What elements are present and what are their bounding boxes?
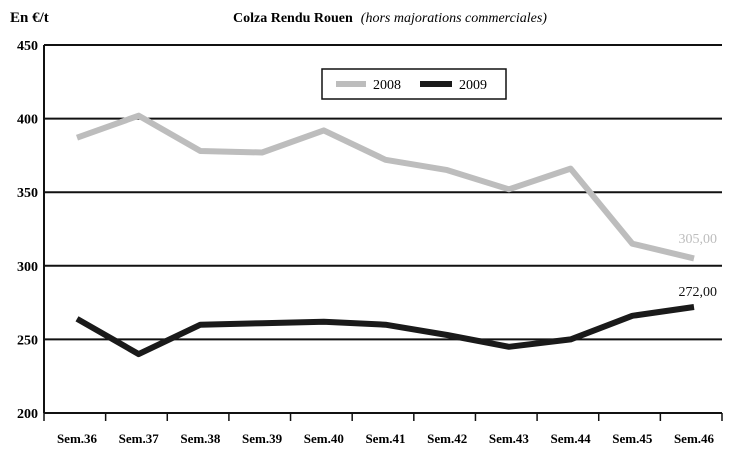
y-tick-label: 400 <box>17 113 38 128</box>
y-axis-ticks: 200 250 300 350 400 450 <box>17 39 38 422</box>
y-tick-label: 300 <box>17 260 38 275</box>
series-layer <box>75 112 695 358</box>
y-axis-unit-label: En €/t <box>10 10 49 26</box>
x-tick-label: Sem.44 <box>551 431 592 446</box>
y-tick-label: 450 <box>17 39 38 54</box>
y-tick-label: 250 <box>17 333 38 348</box>
data-label-2008-last: 305,00 <box>679 232 718 247</box>
x-tick-label: Sem.45 <box>612 431 653 446</box>
chart-title-main: Colza Rendu Rouen <box>233 11 353 26</box>
legend-label-2009: 2009 <box>459 78 487 93</box>
x-tick-label: Sem.41 <box>365 431 405 446</box>
series-line-2008 <box>75 112 695 262</box>
x-tick-label: Sem.39 <box>242 431 283 446</box>
y-tick-label: 350 <box>17 186 38 201</box>
x-tick-label: Sem.38 <box>180 431 221 446</box>
x-tick-label: Sem.36 <box>57 431 98 446</box>
chart-title: Colza Rendu Rouen (hors majorations comme… <box>233 11 547 26</box>
gridlines <box>43 44 722 414</box>
legend-label-2008: 2008 <box>373 78 401 93</box>
y-tick-label: 200 <box>17 407 38 422</box>
data-label-2009-last: 272,00 <box>679 285 718 300</box>
x-axis-ticks: Sem.36 Sem.37 Sem.38 Sem.39 Sem.40 Sem.41 Sem.… <box>43 413 723 446</box>
chart-subtitle: (hors majorations commerciales) <box>361 11 547 26</box>
x-tick-label: Sem.43 <box>489 431 530 446</box>
x-tick-label: Sem.40 <box>304 431 344 446</box>
series-line-2009 <box>75 304 695 358</box>
legend: 2008 2009 <box>321 68 507 100</box>
x-tick-label: Sem.37 <box>119 431 160 446</box>
x-tick-label: Sem.46 <box>674 431 715 446</box>
x-tick-label: Sem.42 <box>427 431 467 446</box>
